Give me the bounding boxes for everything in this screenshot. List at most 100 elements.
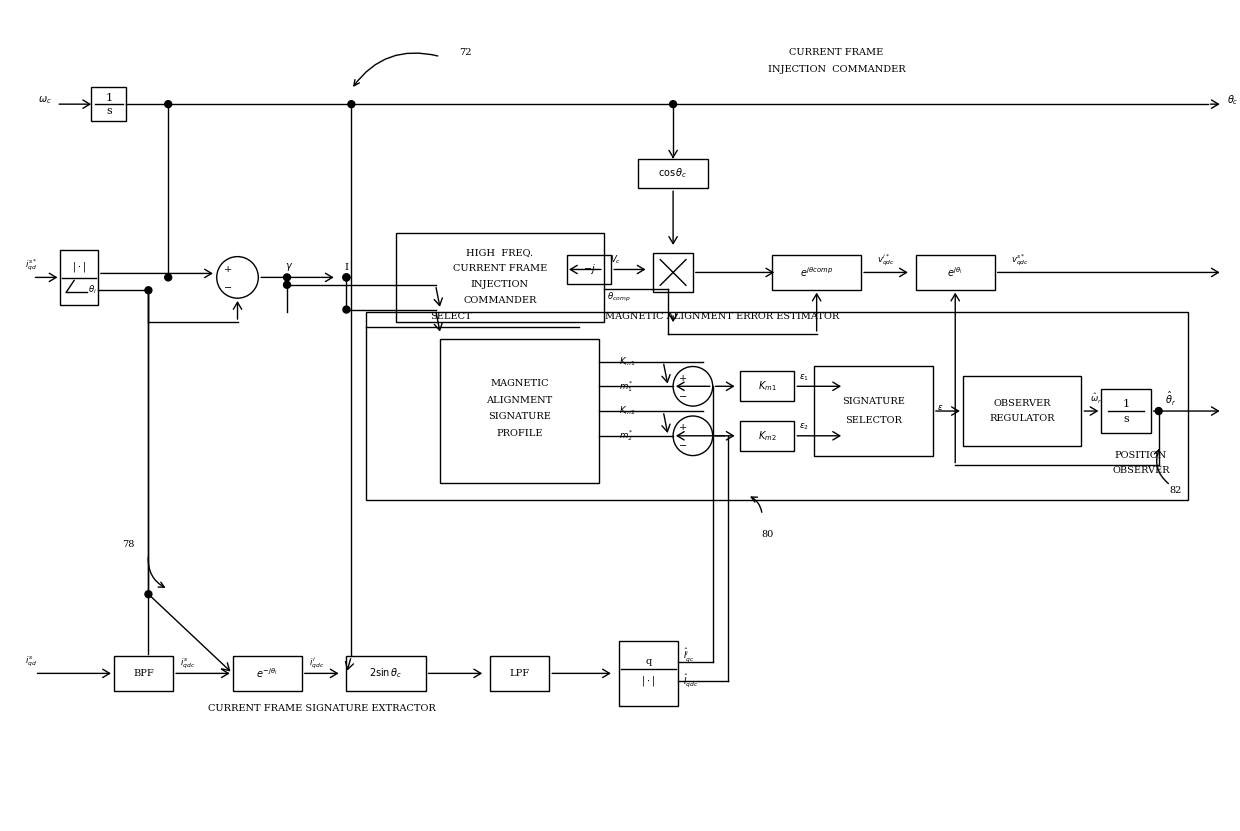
- Text: $\varepsilon$: $\varepsilon$: [936, 402, 944, 411]
- Bar: [346, 656, 425, 691]
- Text: $\gamma$: $\gamma$: [285, 262, 293, 273]
- Text: MAGNETIC: MAGNETIC: [490, 379, 549, 388]
- Text: $K_{m1}$: $K_{m1}$: [758, 380, 776, 393]
- Text: $-j$: $-j$: [583, 263, 595, 277]
- Bar: [114, 656, 174, 691]
- Text: CURRENT FRAME: CURRENT FRAME: [453, 264, 547, 273]
- Text: $2\sin\theta_c$: $2\sin\theta_c$: [370, 666, 403, 681]
- Circle shape: [348, 101, 355, 108]
- Text: $-$: $-$: [223, 282, 232, 291]
- Text: CURRENT FRAME SIGNATURE EXTRACTOR: CURRENT FRAME SIGNATURE EXTRACTOR: [208, 704, 435, 712]
- Text: q: q: [645, 657, 651, 666]
- Text: $V_c$: $V_c$: [610, 253, 621, 266]
- Text: 82: 82: [1169, 486, 1182, 494]
- Circle shape: [145, 287, 151, 293]
- Circle shape: [343, 274, 350, 281]
- Text: 72: 72: [459, 48, 471, 57]
- Bar: [962, 376, 1081, 445]
- Text: $K_{m1}$: $K_{m1}$: [619, 356, 635, 368]
- Text: INJECTION: INJECTION: [471, 280, 528, 289]
- Text: 1: 1: [105, 93, 113, 103]
- Text: $\hat{I}_{qdc}$: $\hat{I}_{qdc}$: [683, 672, 698, 689]
- Bar: [815, 366, 932, 455]
- Text: REGULATOR: REGULATOR: [990, 415, 1055, 424]
- Bar: [396, 233, 604, 322]
- Text: $\hat{\omega}_r$: $\hat{\omega}_r$: [1090, 392, 1102, 406]
- Text: +: +: [678, 423, 687, 432]
- Text: 1: 1: [1122, 399, 1130, 409]
- Text: MAGNETIC ALIGNMENT ERROR ESTIMATOR: MAGNETIC ALIGNMENT ERROR ESTIMATOR: [605, 312, 839, 322]
- Bar: [1101, 389, 1151, 433]
- Text: s: s: [1123, 414, 1128, 424]
- Text: 80: 80: [761, 530, 774, 539]
- Text: $-$: $-$: [678, 440, 687, 450]
- Circle shape: [165, 101, 171, 108]
- Bar: [440, 339, 599, 483]
- Text: $i_{qdc}^{i}$: $i_{qdc}^{i}$: [309, 656, 325, 671]
- Text: SIGNATURE: SIGNATURE: [842, 396, 905, 406]
- Bar: [61, 250, 98, 305]
- Text: $\cos\theta_c$: $\cos\theta_c$: [658, 166, 688, 180]
- Text: PROFILE: PROFILE: [496, 430, 543, 438]
- Text: SELECT: SELECT: [430, 312, 472, 322]
- Text: OBSERVER: OBSERVER: [993, 399, 1050, 408]
- Text: ALIGNMENT: ALIGNMENT: [486, 396, 553, 405]
- Text: COMMANDER: COMMANDER: [464, 296, 537, 305]
- Text: $i_{qd}^{s}$: $i_{qd}^{s}$: [25, 655, 37, 669]
- Text: +: +: [678, 374, 687, 383]
- Text: $v_{qdc}^{i*}$: $v_{qdc}^{i*}$: [877, 253, 895, 268]
- Text: $v_{qdc}^{s*}$: $v_{qdc}^{s*}$: [1011, 253, 1029, 268]
- Bar: [567, 254, 611, 284]
- Circle shape: [284, 274, 290, 281]
- Text: INJECTION  COMMANDER: INJECTION COMMANDER: [768, 65, 905, 74]
- Circle shape: [670, 101, 677, 108]
- Text: $-$: $-$: [678, 391, 687, 400]
- Text: 78: 78: [123, 540, 135, 549]
- Text: $|\cdot|$: $|\cdot|$: [641, 674, 656, 688]
- Text: BPF: BPF: [133, 669, 154, 678]
- Text: $i_{qd}^{s*}$: $i_{qd}^{s*}$: [25, 258, 37, 273]
- Text: $K_{m2}$: $K_{m2}$: [758, 429, 776, 443]
- Text: HIGH  FREQ.: HIGH FREQ.: [466, 248, 533, 257]
- Text: $\varepsilon_1$: $\varepsilon_1$: [800, 372, 810, 382]
- Bar: [740, 371, 795, 401]
- Circle shape: [343, 274, 350, 281]
- Circle shape: [165, 274, 171, 281]
- Bar: [773, 255, 862, 290]
- Text: $\theta_i$: $\theta_i$: [88, 283, 97, 296]
- Text: $m_1^*$: $m_1^*$: [619, 379, 634, 394]
- Text: $m_2^*$: $m_2^*$: [619, 428, 634, 443]
- Circle shape: [145, 591, 151, 597]
- Bar: [233, 656, 301, 691]
- Text: LPF: LPF: [510, 669, 529, 678]
- Circle shape: [1156, 407, 1162, 415]
- Text: $e^{-j\theta_i}$: $e^{-j\theta_i}$: [257, 666, 278, 681]
- Text: $i_{qdc}^{s}$: $i_{qdc}^{s}$: [180, 656, 196, 671]
- Text: $e^{j\theta comp}$: $e^{j\theta comp}$: [800, 266, 833, 279]
- Text: $\theta_c$: $\theta_c$: [1226, 93, 1239, 107]
- Bar: [619, 642, 678, 706]
- Text: CURRENT FRAME: CURRENT FRAME: [790, 48, 884, 57]
- Text: $\varepsilon_2$: $\varepsilon_2$: [800, 421, 810, 432]
- Text: SELECTOR: SELECTOR: [846, 416, 901, 425]
- Text: $\omega_c$: $\omega_c$: [37, 94, 51, 106]
- Bar: [366, 312, 1188, 500]
- Text: $e^{j\theta_i}$: $e^{j\theta_i}$: [947, 266, 963, 279]
- Circle shape: [284, 282, 290, 288]
- Text: s: s: [105, 106, 112, 116]
- Text: I: I: [345, 263, 348, 272]
- Text: $\hat{\theta}_r$: $\hat{\theta}_r$: [1164, 391, 1177, 408]
- Circle shape: [343, 306, 350, 313]
- Bar: [915, 255, 994, 290]
- Text: POSITION: POSITION: [1115, 451, 1167, 460]
- Text: +: +: [223, 265, 232, 274]
- Text: OBSERVER: OBSERVER: [1112, 466, 1169, 475]
- Bar: [490, 656, 549, 691]
- Text: $|\cdot|$: $|\cdot|$: [72, 260, 87, 274]
- Bar: [92, 86, 126, 121]
- Bar: [639, 159, 708, 189]
- Text: $\hat{I}_{qc}^{i}$: $\hat{I}_{qc}^{i}$: [683, 647, 694, 665]
- Bar: [740, 421, 795, 450]
- Text: $\theta_{comp}$: $\theta_{comp}$: [606, 291, 630, 304]
- Text: $K_{m2}$: $K_{m2}$: [619, 405, 635, 417]
